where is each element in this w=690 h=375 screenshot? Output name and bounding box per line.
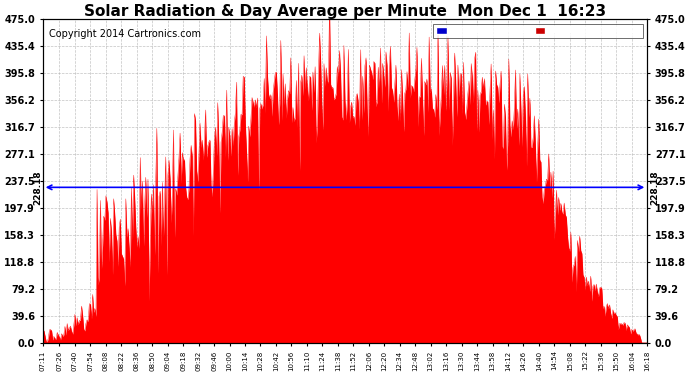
Title: Solar Radiation & Day Average per Minute  Mon Dec 1  16:23: Solar Radiation & Day Average per Minute… — [84, 4, 606, 19]
Text: 228.18: 228.18 — [650, 170, 659, 205]
Text: 228.18: 228.18 — [33, 170, 42, 205]
Legend: Median (w/m2), Radiation (w/m2): Median (w/m2), Radiation (w/m2) — [433, 24, 642, 38]
Text: Copyright 2014 Cartronics.com: Copyright 2014 Cartronics.com — [49, 29, 201, 39]
